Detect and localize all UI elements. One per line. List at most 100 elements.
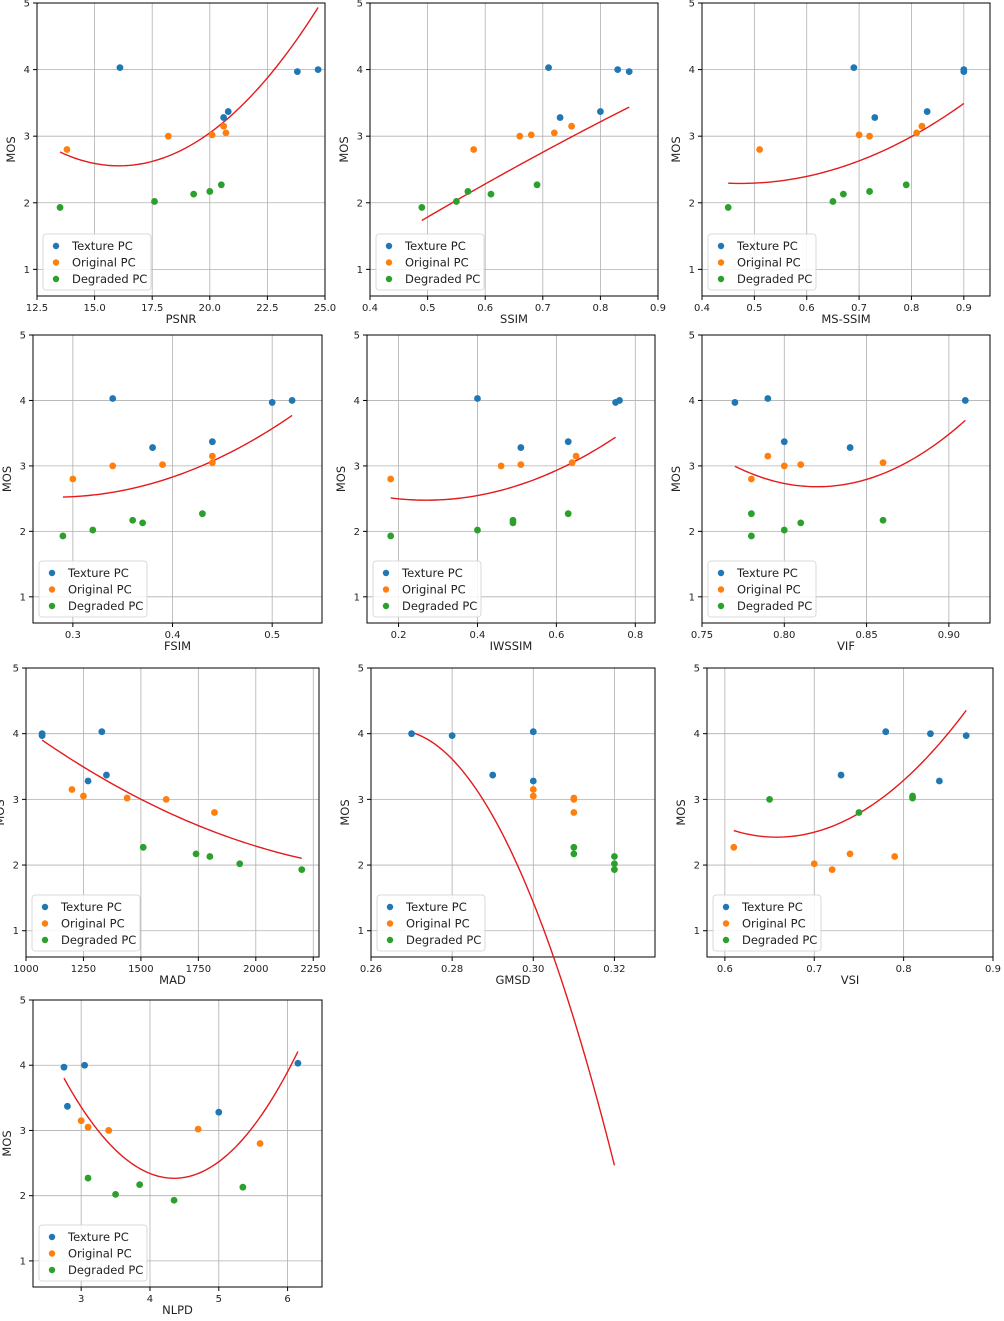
chart-panel-vsi: 0.6 0.7 0.8 0.9 1 2 3 4 5 VSI MOS Texture PC Origina…: [674, 664, 1001, 988]
x-axis-label: FSIM: [164, 639, 191, 653]
y-tick-label: 4: [689, 65, 695, 76]
point-degraded: [747, 532, 755, 540]
y-tick-label: 4: [13, 729, 19, 740]
y-tick-label: 1: [13, 926, 19, 937]
point-texture: [288, 397, 296, 404]
legend-marker-original: [386, 920, 394, 927]
legend-marker-original: [41, 920, 49, 927]
chart-panel-gmsd: 0.26 0.28 0.30 0.32 1 2 3 4 5 GMSD MOS Texture PC Or…: [338, 664, 656, 1166]
legend-label-original: Original PC: [737, 256, 801, 270]
point-texture: [103, 771, 110, 779]
y-tick-label: 5: [689, 331, 695, 342]
y-tick-label: 4: [357, 65, 363, 76]
y-tick-label: 4: [24, 65, 30, 76]
x-tick-label: 1000: [13, 964, 38, 975]
plot-frame: [701, 2, 991, 297]
point-original: [810, 860, 818, 868]
point-original: [846, 850, 854, 858]
point-texture: [871, 114, 879, 121]
point-degraded: [611, 860, 618, 868]
point-degraded: [206, 188, 214, 195]
x-tick-label: 22.5: [256, 303, 278, 314]
point-texture: [935, 777, 943, 785]
x-axis-label: VSI: [841, 973, 860, 987]
point-texture: [923, 108, 931, 115]
x-tick-label: 0.6: [799, 303, 815, 314]
point-degraded: [59, 532, 67, 540]
y-tick-label: 3: [357, 132, 363, 143]
legend-label-texture: Texture PC: [71, 239, 133, 253]
legend-marker-degraded: [386, 936, 394, 944]
point-original: [211, 809, 218, 816]
legend-box: [38, 560, 148, 618]
x-tick-label: 1500: [128, 964, 153, 975]
legend-box: [707, 233, 817, 291]
y-tick-label: 1: [24, 265, 30, 276]
point-degraded: [839, 190, 847, 198]
point-degraded: [879, 516, 887, 524]
point-degraded: [217, 181, 225, 189]
y-tick-label: 5: [358, 664, 364, 675]
point-original: [105, 1127, 113, 1134]
y-tick-label: 2: [689, 198, 695, 209]
point-degraded: [724, 204, 732, 211]
point-degraded: [418, 204, 426, 211]
x-tick-label: 0.80: [773, 630, 795, 641]
point-degraded: [533, 181, 541, 189]
fit-curve: [733, 709, 967, 838]
point-texture: [314, 66, 322, 73]
point-texture: [780, 438, 788, 446]
legend-label-degraded: Degraded PC: [406, 933, 481, 947]
x-tick-label: 0.7: [535, 303, 551, 314]
point-original: [68, 786, 76, 793]
y-tick-label: 3: [358, 795, 364, 806]
y-tick-label: 2: [20, 527, 26, 538]
legend-label-texture: Texture PC: [405, 900, 467, 914]
point-texture: [109, 395, 117, 402]
legend-marker-degraded: [717, 602, 725, 610]
point-texture: [448, 732, 456, 740]
legend-box: [38, 1224, 148, 1282]
point-original: [570, 809, 578, 816]
x-tick-label: 0.30: [522, 964, 544, 975]
point-degraded: [199, 510, 206, 518]
point-texture: [489, 771, 497, 779]
plot-frame: [706, 667, 994, 958]
point-texture: [731, 399, 739, 406]
x-tick-label: 20.0: [199, 303, 221, 314]
legend-marker-degraded: [52, 275, 60, 283]
point-original: [80, 792, 87, 800]
y-axis-label: MOS: [0, 799, 7, 825]
point-texture: [294, 1059, 302, 1067]
point-degraded: [866, 188, 873, 195]
point-degraded: [298, 866, 306, 874]
x-tick-label: 0.6: [717, 964, 733, 975]
legend-box: [707, 560, 817, 618]
point-texture: [614, 66, 622, 73]
y-tick-label: 2: [694, 861, 700, 872]
point-texture: [616, 397, 623, 404]
x-tick-label: 0.26: [360, 964, 382, 975]
x-tick-label: 25.0: [314, 303, 336, 314]
y-tick-label: 4: [694, 729, 700, 740]
legend-label-original: Original PC: [61, 917, 125, 931]
point-original: [529, 786, 537, 793]
point-original: [123, 794, 131, 802]
point-original: [570, 795, 578, 803]
point-degraded: [611, 866, 618, 874]
point-original: [162, 795, 170, 803]
x-tick-label: 4: [147, 1294, 153, 1305]
point-degraded: [747, 510, 755, 518]
x-tick-label: 3: [78, 1294, 84, 1305]
x-tick-label: 0.8: [904, 303, 920, 314]
legend-box: [712, 894, 822, 952]
x-tick-label: 0.3: [65, 630, 81, 641]
legend-marker-original: [722, 920, 730, 927]
point-degraded: [129, 516, 137, 524]
y-tick-label: 3: [13, 795, 19, 806]
point-original: [208, 452, 216, 460]
point-original: [470, 146, 478, 153]
point-original: [516, 132, 524, 140]
y-tick-label: 5: [20, 331, 26, 342]
x-tick-label: 0.4: [362, 303, 378, 314]
